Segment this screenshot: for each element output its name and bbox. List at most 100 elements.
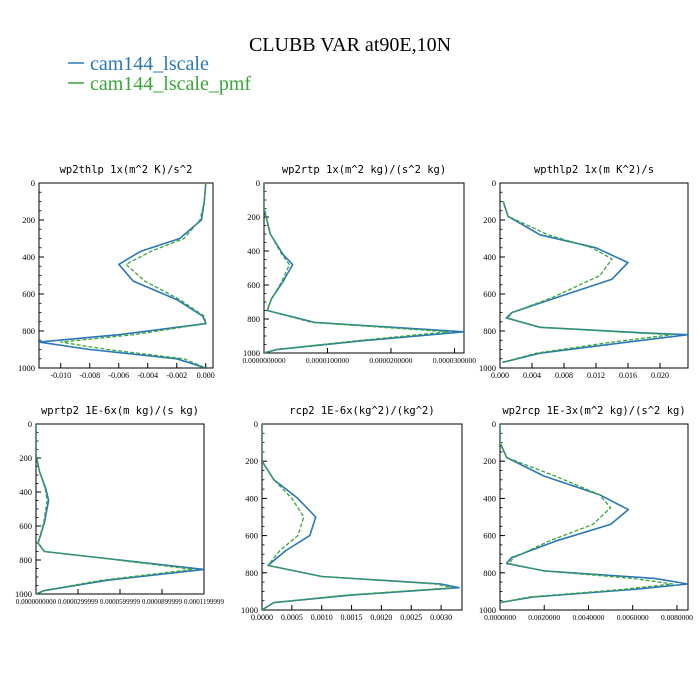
x-tick-label: 0.0000000 [484,613,516,622]
subplot-1: wp2thlp 1x(m^2 K)/s^2 0 200 400 600 800 1000 -0… [18,164,215,380]
x-tick-label: -0.004 [137,371,158,380]
x-tick-label: 0.0000000000 [16,598,57,606]
x-tick-label: 0.0000100000 [306,356,349,365]
subplot-title: rcp2 1E-6x(kg^2)/(kg^2) [289,405,434,417]
x-tick-label: 0.0000899999 [142,598,183,606]
x-tick-label: 0.0000000000 [242,356,285,365]
y-tick-label: 800 [483,568,496,578]
legend-label-2: cam144_lscale_pmf [90,73,251,95]
x-tick-label: -0.008 [79,371,100,380]
y-tick-label: 200 [483,215,496,225]
subplot-5: rcp2 1E-6x(kg^2)/(kg^2) 0 200 400 600 800 1000… [241,405,463,622]
subplot-title: wpthlp2 1x(m K^2)/s [534,164,654,176]
plot-frame [261,423,463,611]
x-tick-label: -0.010 [50,371,71,380]
y-tick-label: 1000 [18,363,35,373]
series-line-1 [500,424,688,604]
subplot-4: wprtp2 1E-6x(m kg)/(s kg) 0 200 400 600 800 10… [15,405,224,606]
x-tick-label: 0.000 [197,371,215,380]
series-line-1 [262,424,460,610]
y-tick-label: 0 [492,178,496,188]
plot-frame [35,423,205,595]
series-line-2 [264,183,449,353]
y-tick-label: 1000 [479,605,496,615]
x-tick-label: 0.004 [523,371,541,380]
y-tick-label: 0 [492,419,496,429]
x-tick-label: 0.0000300000 [433,356,476,365]
x-tick-label: 0.0025 [400,613,422,622]
legend-label-1: cam144_lscale [90,53,209,75]
y-tick-label: 600 [247,280,260,290]
y-tick-label: 400 [19,487,32,497]
x-tick-label: 0.000 [491,371,509,380]
y-tick-label: 800 [22,326,35,336]
y-tick-label: 0 [256,178,260,188]
y-tick-label: 600 [22,289,35,299]
y-tick-label: 400 [245,493,258,503]
x-tick-label: 0.0001199999 [184,598,224,606]
y-tick-label: 400 [247,246,260,256]
x-tick-label: 0.0010 [311,613,333,622]
y-tick-label: 400 [22,252,35,262]
x-tick-label: 0.0000599999 [100,598,141,606]
series-line-1 [264,183,464,353]
figure-title: CLUBB VAR at90E,10N [249,34,451,56]
x-tick-label: 0.0000 [251,613,273,622]
x-tick-label: 0.0015 [341,613,363,622]
y-tick-label: 600 [483,531,496,541]
subplot-2: wp2rtp 1x(m^2 kg)/(s^2 kg) 0 200 400 600 800 1… [242,164,476,365]
y-tick-label: 600 [19,521,32,531]
y-tick-label: 1000 [241,605,258,615]
y-tick-label: 0 [254,419,258,429]
series-line-2 [502,201,673,364]
plot-frame [263,182,465,354]
x-tick-label: 0.020 [651,371,669,380]
y-tick-label: 400 [483,493,496,503]
subplots: wp2thlp 1x(m^2 K)/s^2 0 200 400 600 800 1000 -0… [15,164,693,622]
y-tick-label: 0 [31,178,35,188]
subplot-title: wp2thlp 1x(m^2 K)/s^2 [60,164,193,176]
series-line-2 [262,424,454,610]
y-tick-label: 200 [19,453,32,463]
subplot-title: wprtp2 1E-6x(m kg)/(s kg) [41,405,199,417]
y-tick-label: 200 [483,456,496,466]
y-tick-label: 400 [483,252,496,262]
series-line-1 [39,183,207,368]
subplot-3: wpthlp2 1x(m K^2)/s020040060080010000.00… [479,164,689,380]
x-tick-label: 0.0000299999 [58,598,99,606]
y-tick-label: 800 [19,555,32,565]
subplot-6: wp2rcp 1E-3x(m^2 kg)/(s^2 kg) 0 200 400 600 8… [479,405,693,622]
x-tick-label: 0.012 [587,371,605,380]
x-tick-label: 0.016 [619,371,637,380]
x-tick-label: -0.006 [108,371,129,380]
plot-frame [499,182,689,369]
subplot-title: wp2rcp 1E-3x(m^2 kg)/(s^2 kg) [502,405,685,417]
legend: cam144_lscale cam144_lscale_pmf [68,53,251,95]
x-tick-label: 0.008 [555,371,573,380]
x-tick-label: 0.0030 [430,613,452,622]
x-tick-label: -0.002 [166,371,187,380]
y-tick-label: 800 [483,326,496,336]
y-tick-label: 200 [245,456,258,466]
y-tick-label: 600 [483,289,496,299]
y-tick-label: 800 [245,568,258,578]
subplot-title: wp2rtp 1x(m^2 kg)/(s^2 kg) [282,164,446,176]
series-line-1 [36,424,204,594]
y-tick-label: 1000 [15,589,32,599]
y-tick-label: 0 [28,419,32,429]
x-tick-label: 0.0060000 [617,613,649,622]
series-line-1 [502,201,688,364]
y-tick-label: 1000 [479,363,496,373]
x-tick-label: 0.0040000 [573,613,605,622]
y-tick-label: 600 [245,531,258,541]
y-tick-label: 800 [247,314,260,324]
y-tick-label: 1000 [243,348,260,358]
x-tick-label: 0.0020 [370,613,392,622]
series-line-2 [500,424,674,604]
x-tick-label: 0.0080000 [661,613,693,622]
series-line-2 [36,424,194,594]
y-tick-label: 200 [247,212,260,222]
x-tick-label: 0.0020000 [528,613,560,622]
x-tick-label: 0.0000200000 [369,356,412,365]
